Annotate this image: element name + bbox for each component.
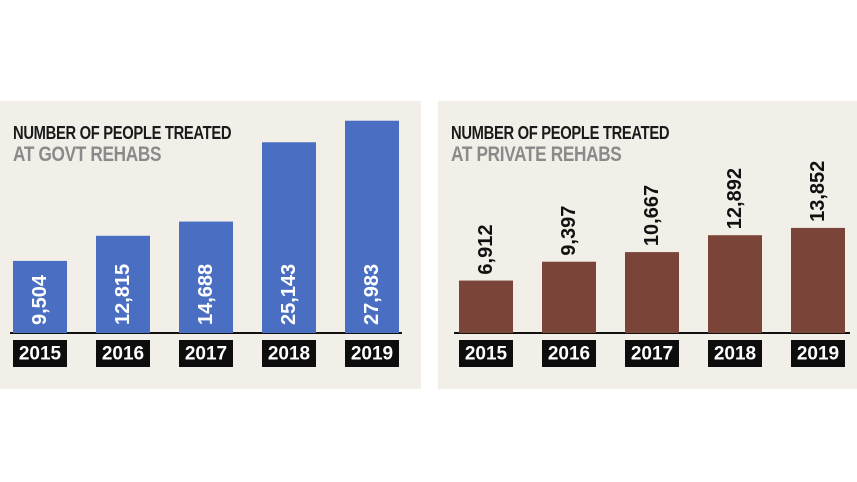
govt-bar-2016 <box>96 235 150 333</box>
private-year-label-2017: 2017 <box>631 344 673 365</box>
govt-year-label-2016: 2016 <box>102 344 144 365</box>
govt-rehab-chart-panel: 9,504 2015 12,815 2016 14,688 2017 25,143 2018 2… <box>0 101 421 389</box>
private-year-label-2018: 2018 <box>714 344 756 365</box>
govt-year-box-2016 <box>96 340 150 367</box>
govt-rehab-bar-chart: 9,504 2015 12,815 2016 14,688 2017 25,143 2018 2… <box>10 120 402 367</box>
govt-value-label-2017: 14,688 <box>195 264 217 325</box>
private-year-box-2015 <box>459 340 513 367</box>
private-chart-title-line1: NUMBER OF PEOPLE TREATED <box>451 123 670 143</box>
govt-year-label-2018: 2018 <box>268 344 310 365</box>
govt-year-label-2015: 2015 <box>19 344 62 365</box>
private-bar-2015 <box>459 280 513 333</box>
private-chart-subtitle: AT PRIVATE REHABS <box>451 143 622 166</box>
govt-year-box-2019 <box>345 340 399 367</box>
private-value-label-2018: 12,892 <box>724 168 746 229</box>
private-year-box-2017 <box>625 340 679 367</box>
govt-year-box-2018 <box>262 340 316 367</box>
govt-value-label-2018: 25,143 <box>278 264 300 325</box>
govt-chart-title-line1: NUMBER OF PEOPLE TREATED <box>13 123 232 143</box>
govt-value-label-2016: 12,815 <box>112 264 134 325</box>
govt-bar-2019 <box>345 120 399 333</box>
private-rehab-bar-chart: 6,912 2015 9,397 2016 10,667 2017 12,892 2018 13… <box>454 161 850 367</box>
private-year-box-2018 <box>708 340 762 367</box>
private-bar-2017 <box>625 252 679 333</box>
private-year-label-2016: 2016 <box>548 344 590 365</box>
private-year-box-2019 <box>791 340 845 367</box>
private-chart-title: NUMBER OF PEOPLE TREATED AT PRIVATE REHA… <box>451 123 717 165</box>
private-value-label-2015: 6,912 <box>475 225 497 275</box>
govt-year-box-2015 <box>13 340 67 367</box>
govt-chart-title: NUMBER OF PEOPLE TREATED AT GOVT REHABS <box>13 123 279 165</box>
private-year-box-2016 <box>542 340 596 367</box>
private-year-label-2019: 2019 <box>797 344 839 365</box>
govt-year-label-2017: 2017 <box>185 344 227 365</box>
private-rehab-chart-panel: 6,912 2015 9,397 2016 10,667 2017 12,892 2018 13… <box>438 101 857 389</box>
govt-value-label-2015: 9,504 <box>29 274 51 325</box>
govt-bar-2018 <box>262 142 316 333</box>
private-value-label-2017: 10,667 <box>641 185 663 246</box>
govt-chart-subtitle: AT GOVT REHABS <box>13 143 162 166</box>
private-bar-2018 <box>708 235 762 333</box>
govt-bar-2017 <box>179 221 233 333</box>
private-value-label-2016: 9,397 <box>558 206 580 256</box>
private-bar-2016 <box>542 261 596 333</box>
govt-year-label-2019: 2019 <box>351 344 393 365</box>
govt-year-box-2017 <box>179 340 233 367</box>
private-bar-2019 <box>791 227 845 333</box>
private-year-label-2015: 2015 <box>465 344 508 365</box>
private-value-label-2019: 13,852 <box>807 161 829 222</box>
govt-value-label-2019: 27,983 <box>361 264 383 325</box>
govt-bar-2015 <box>13 260 67 333</box>
